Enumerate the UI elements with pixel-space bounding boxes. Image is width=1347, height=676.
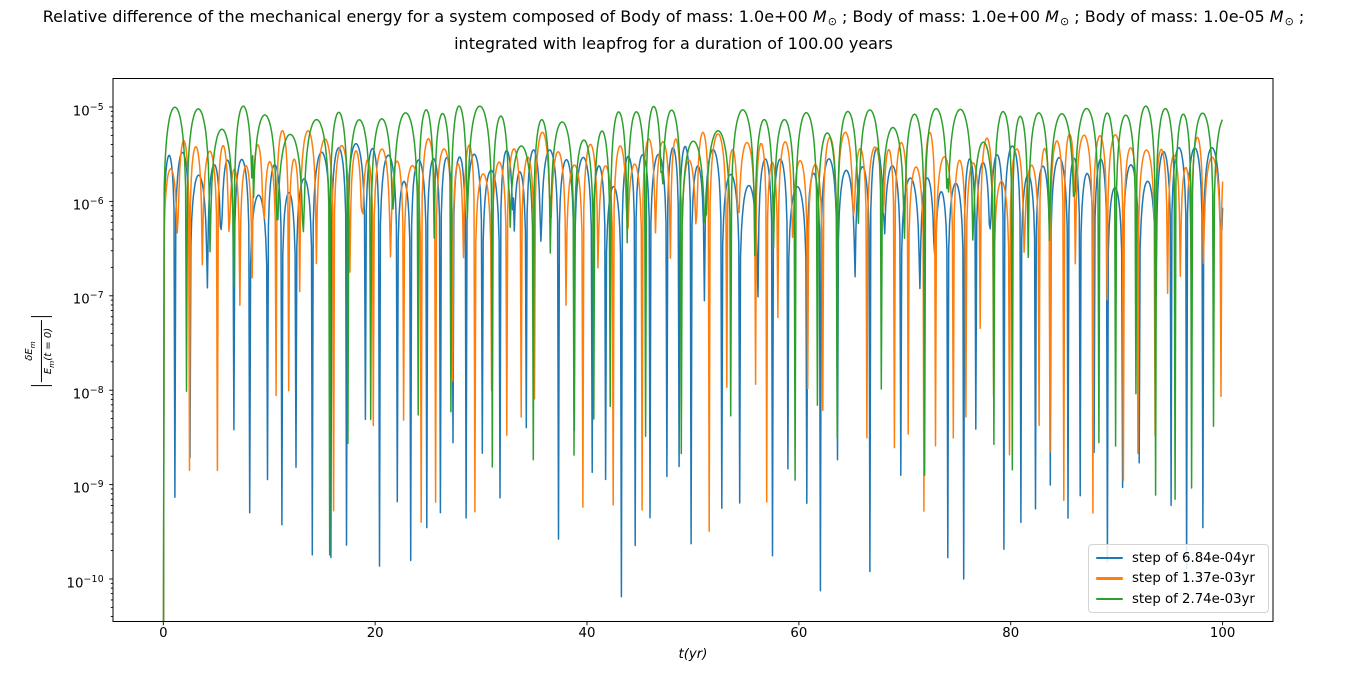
- x-tick-label: 80: [1002, 626, 1020, 641]
- axes-spines: [112, 78, 1274, 622]
- solar-mass-subscript: ⊙: [1284, 15, 1294, 28]
- legend-entry-label: step of 1.37e-03yr: [1132, 571, 1255, 586]
- plot-title-line2: integrated with leapfrog for a duration …: [454, 33, 893, 53]
- legend-line-swatch: [1096, 577, 1123, 580]
- y-tick-label: 10−9: [72, 479, 104, 497]
- ylabel-numerator: δEm: [24, 341, 39, 361]
- ylabel-denominator: Em(t = 0): [43, 328, 58, 374]
- legend-entry: step of 1.37e-03yr: [1096, 568, 1268, 589]
- series-line-2: [162, 105, 1224, 622]
- abs-bar-right: [30, 315, 52, 317]
- y-tick-label: 10−10: [66, 573, 104, 591]
- y-tick-label: 10−8: [72, 384, 104, 403]
- series-line-1: [162, 129, 1224, 622]
- title-text-segment: ;: [1293, 7, 1305, 26]
- title-text-segment: ; Body of mass: 1.0e-05: [1069, 7, 1270, 26]
- title-mass-symbol: M: [1045, 7, 1059, 26]
- y-tick-label: 10−7: [72, 290, 104, 308]
- title-mass-symbol: M: [1269, 7, 1284, 26]
- abs-bar-left: [30, 385, 52, 387]
- ylabel-denominator-sub: m: [47, 360, 57, 368]
- ylabel-denominator-rest: (t = 0): [43, 327, 55, 361]
- ylabel-numerator-sub: m: [27, 341, 37, 349]
- legend-entry-label: step of 6.84e-04yr: [1132, 550, 1255, 566]
- title-text-segment: Relative difference of the mechanical en…: [42, 7, 813, 26]
- title-text-segment: ; Body of mass: 1.0e+00: [836, 7, 1046, 26]
- y-tick-label: 10−6: [72, 195, 104, 214]
- legend-entry: step of 2.74e-03yr: [1096, 589, 1268, 610]
- legend-entry-label: step of 2.74e-03yr: [1132, 591, 1255, 607]
- legend: step of 6.84e-04yr step of 1.37e-03yr step…: [1088, 544, 1269, 613]
- x-tick-label: 60: [790, 626, 808, 641]
- legend-line-swatch: [1096, 556, 1123, 560]
- plot-title-line1: Relative difference of the mechanical en…: [0, 6, 1347, 33]
- x-tick-label: 100: [1209, 626, 1236, 641]
- x-axis-label: t(yr): [679, 647, 708, 662]
- title-mass-symbol: M: [812, 7, 827, 26]
- ylabel-numerator-main: δE: [23, 348, 35, 361]
- legend-line-swatch: [1096, 597, 1123, 601]
- x-axis-label-text: t(yr): [678, 647, 708, 662]
- y-axis-label: δEm Em(t = 0): [24, 315, 58, 387]
- ylabel-fraction: δEm Em(t = 0): [24, 320, 58, 382]
- series-lines: [162, 105, 1224, 622]
- legend-entry: step of 6.84e-04yr: [1096, 548, 1268, 569]
- plot-title: Relative difference of the mechanical en…: [0, 6, 1347, 54]
- x-tick-label: 40: [578, 626, 596, 641]
- solar-mass-subscript: ⊙: [827, 15, 837, 28]
- ylabel-denominator-main: E: [43, 367, 55, 375]
- fraction-bar: [40, 320, 42, 382]
- x-tick-label: 20: [366, 626, 384, 641]
- solar-mass-subscript: ⊙: [1059, 15, 1070, 28]
- x-tick-label: 0: [159, 626, 168, 641]
- y-tick-label: 10−5: [72, 101, 104, 119]
- axis-ticks: [109, 106, 1224, 626]
